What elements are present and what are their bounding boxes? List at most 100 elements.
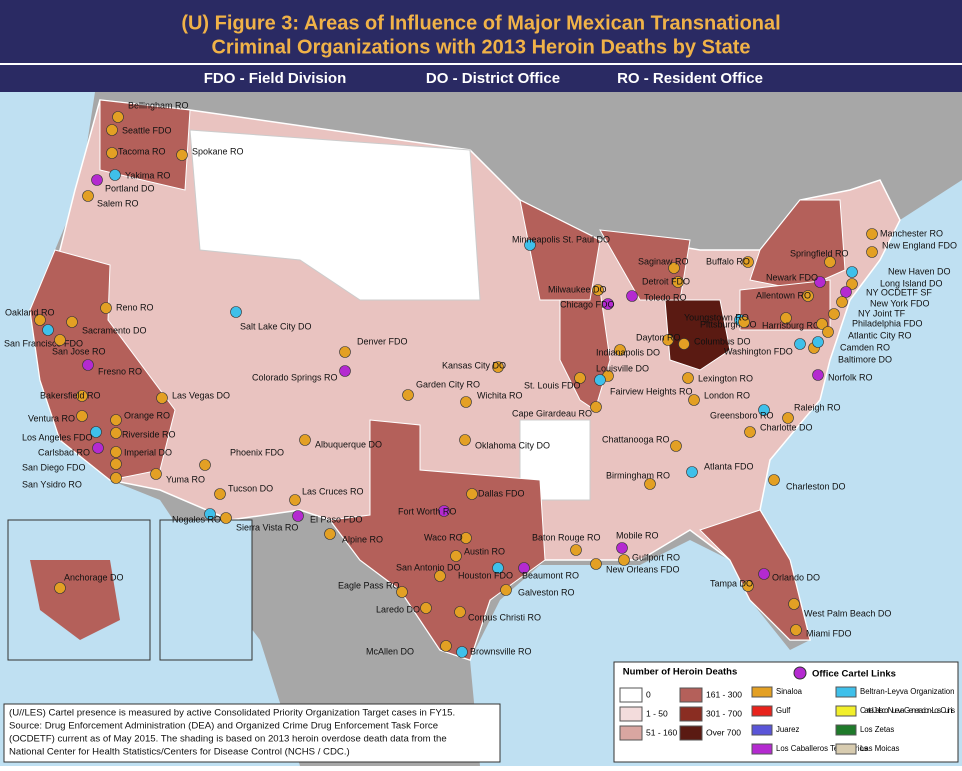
office-label: Baltimore DO: [838, 354, 892, 364]
office-marker: [92, 442, 104, 454]
office-label: Yakima RO: [125, 170, 170, 180]
office-label: San Jose RO: [52, 346, 106, 356]
office-marker: [594, 374, 606, 386]
office-marker: [214, 488, 226, 500]
legend-icon: [793, 666, 807, 680]
office-label: Bakersfield RO: [40, 390, 101, 400]
legend-label: 301 - 700: [706, 708, 742, 718]
office-marker: [822, 326, 834, 338]
office-label: Pittsburgh DO: [700, 319, 757, 329]
office-label: San Diego FDO: [22, 462, 86, 472]
ohio: [664, 299, 731, 371]
washington: [99, 99, 191, 191]
office-label: Tucson DO: [228, 483, 273, 493]
office-label: Dayton RO: [636, 332, 681, 342]
office-label: McAllen DO: [366, 646, 414, 656]
office-marker: [339, 365, 351, 377]
office-marker: [90, 426, 102, 438]
office-label: Miami FDO: [806, 628, 852, 638]
office-label: Chattanooga RO: [602, 434, 670, 444]
office-marker: [220, 512, 232, 524]
office-label: Raleigh RO: [794, 402, 841, 412]
office-label: Corpus Christi RO: [468, 612, 541, 622]
legend-title: Number of Heroin Deaths: [623, 667, 738, 678]
office-marker: [742, 580, 754, 592]
office-marker: [438, 505, 450, 517]
office-label: Garden City RO: [416, 379, 480, 389]
office-marker: [592, 284, 604, 296]
office-marker: [396, 586, 408, 598]
office-marker: [66, 316, 78, 328]
office-marker: [420, 602, 432, 614]
office-marker: [110, 446, 122, 458]
office-label: Charlotte DO: [760, 422, 813, 432]
office-label: Newark FDO: [766, 272, 818, 282]
office-label: Toledo RO: [644, 292, 687, 302]
office-label: Las Cruces RO: [302, 486, 364, 496]
office-marker: [459, 434, 471, 446]
office-label: Fresno RO: [98, 366, 142, 376]
title-line: (U) Figure 3: Areas of Influence of Majo…: [181, 12, 780, 34]
office-marker: [668, 262, 680, 274]
office-marker: [454, 606, 466, 618]
title-line: Criminal Organizations with 2013 Heroin …: [211, 36, 750, 58]
office-marker: [42, 324, 54, 336]
wisconsin-minnesota: [519, 199, 601, 301]
office-marker: [814, 276, 826, 288]
legend-label: Juarez: [776, 725, 800, 734]
office-marker: [846, 266, 858, 278]
office-label: Tacoma RO: [118, 146, 166, 156]
office-marker: [199, 459, 211, 471]
office-marker: [662, 334, 674, 346]
office-marker: [289, 494, 301, 506]
office-marker: [176, 149, 188, 161]
office-marker: [492, 361, 504, 373]
office-marker: [816, 318, 828, 330]
office-marker: [54, 334, 66, 346]
office-marker: [670, 440, 682, 452]
office-label: Sacramento DO: [82, 325, 147, 335]
office-label: Oakland RO: [5, 307, 55, 317]
office-marker: [434, 570, 446, 582]
office-marker: [100, 302, 112, 314]
florida: [699, 509, 811, 641]
office-marker: [230, 306, 242, 318]
office-label: Reno RO: [116, 302, 154, 312]
office-marker: [460, 532, 472, 544]
office-label: Greensboro RO: [710, 410, 774, 420]
office-label: Chicago FDO: [560, 299, 615, 309]
office-marker: [402, 389, 414, 401]
office-marker: [836, 296, 848, 308]
office-label: Seattle FDO: [122, 125, 172, 135]
office-label: Manchester RO: [880, 228, 943, 238]
office-label: Harrisburg RO: [762, 320, 820, 330]
legend-swatch: [751, 705, 773, 717]
office-marker: [299, 434, 311, 446]
office-label: Fairview Heights RO: [610, 386, 693, 396]
office-marker: [678, 338, 690, 350]
office-marker: [824, 256, 836, 268]
office-label: Alpine RO: [342, 534, 383, 544]
office-label: Brownsville RO: [470, 646, 532, 656]
office-marker: [590, 401, 602, 413]
office-label: El Paso FDO: [310, 514, 363, 524]
note-line: (OCDETF) current as of May 2015. The sha…: [9, 734, 447, 745]
office-label: Washington FDO: [724, 346, 793, 356]
office-marker: [110, 458, 122, 470]
alaska: [30, 560, 120, 640]
office-marker: [106, 147, 118, 159]
office-label: Cape Girardeau RO: [512, 408, 592, 418]
office-label: San Antonio DO: [396, 562, 461, 572]
legend-swatch: [751, 686, 773, 698]
office-marker: [110, 427, 122, 439]
legend-label: Las Moicas: [860, 744, 900, 753]
office-marker: [204, 508, 216, 520]
office-label: Sierra Vista RO: [236, 522, 298, 532]
office-marker: [782, 412, 794, 424]
legend-swatch: [679, 687, 703, 703]
office-label: Anchorage DO: [64, 572, 124, 582]
office-marker: [768, 474, 780, 486]
office-label: Dallas FDO: [478, 488, 525, 498]
office-label: Charleston DO: [786, 481, 846, 491]
legend-label: 161 - 300: [706, 689, 742, 699]
